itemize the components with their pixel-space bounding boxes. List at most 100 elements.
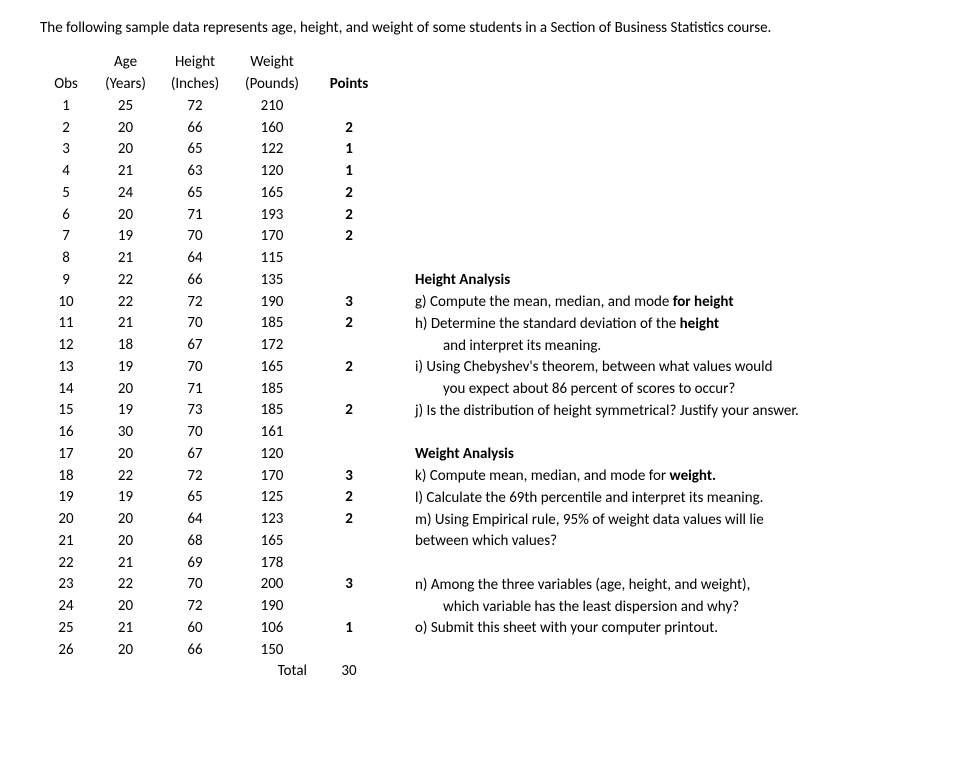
question-text: l) Calculate the 69th percentile and int…: [415, 489, 763, 507]
question-line: j) Is the distribution of height symmetr…: [415, 401, 799, 423]
table-cell: 30: [92, 422, 159, 444]
table-cell: [313, 248, 385, 270]
table-cell: 135: [231, 270, 313, 292]
table-cell: 9: [40, 270, 92, 292]
question-text: j) Is the distribution of height symmetr…: [415, 402, 799, 420]
table-cell: 20: [92, 509, 159, 531]
table-cell: 106: [231, 618, 313, 640]
table-cell: 23: [40, 574, 92, 596]
question-line: and interpret its meaning.: [415, 336, 799, 358]
col-header-points: [313, 52, 385, 74]
table-cell: 123: [231, 509, 313, 531]
question-line: which variable has the least dispersion …: [415, 597, 799, 619]
table-cell: [313, 422, 385, 444]
table-cell: 68: [159, 531, 231, 553]
table-cell: 26: [40, 640, 92, 662]
table-cell: 13: [40, 357, 92, 379]
table-cell: 2: [313, 226, 385, 248]
question-line: [415, 553, 799, 575]
table-cell: 65: [159, 487, 231, 509]
table-cell: 1: [313, 139, 385, 161]
question-bold: for height: [673, 293, 734, 311]
table-cell: 21: [92, 248, 159, 270]
table-row: 2521601061: [40, 618, 385, 640]
table-cell: 178: [231, 553, 313, 575]
table-cell: 150: [231, 640, 313, 662]
table-cell: [313, 270, 385, 292]
table-cell: 3: [40, 139, 92, 161]
table-cell: 24: [92, 183, 159, 205]
question-line: between which values?: [415, 531, 799, 553]
question-continuation: which variable has the least dispersion …: [415, 597, 739, 619]
table-row: 2020641232: [40, 509, 385, 531]
table-row: 82164115: [40, 248, 385, 270]
table-cell: 185: [231, 379, 313, 401]
table-row: 620711932: [40, 205, 385, 227]
table-cell: 20: [92, 139, 159, 161]
table-row: 262066150: [40, 640, 385, 662]
table-cell: 72: [159, 292, 231, 314]
question-line: Height Analysis: [415, 270, 799, 292]
table-cell: 1: [313, 161, 385, 183]
table-cell: 3: [313, 466, 385, 488]
table-cell: [313, 640, 385, 662]
table-row: 242072190: [40, 596, 385, 618]
question-text: between which values?: [415, 532, 557, 550]
table-row: 12572210: [40, 96, 385, 118]
table-cell: 21: [92, 313, 159, 335]
content-layout: Age Height Weight Obs (Years) (Inches) (…: [40, 52, 921, 683]
table-cell: 2: [313, 400, 385, 422]
table-cell: 19: [40, 487, 92, 509]
table-cell: 122: [231, 139, 313, 161]
table-cell: 190: [231, 596, 313, 618]
question-text: i) Using Chebyshev's theorem, between wh…: [415, 358, 772, 376]
table-cell: 22: [40, 553, 92, 575]
table-cell: 165: [231, 531, 313, 553]
table-cell: 193: [231, 205, 313, 227]
table-cell: [313, 335, 385, 357]
table-row: 212068165: [40, 531, 385, 553]
table-cell: 14: [40, 379, 92, 401]
table-row: 92266135: [40, 270, 385, 292]
table-row: 2322702003: [40, 574, 385, 596]
col-header-age-top: Age: [92, 52, 159, 74]
table-cell: 2: [313, 357, 385, 379]
table-cell: 18: [92, 335, 159, 357]
table-cell: 210: [231, 96, 313, 118]
table-cell: 2: [313, 509, 385, 531]
col-header-points-label: Points: [313, 74, 385, 96]
question-continuation: you expect about 86 percent of scores to…: [415, 379, 735, 401]
table-cell: 185: [231, 313, 313, 335]
table-cell: 19: [92, 226, 159, 248]
table-cell: 1: [40, 96, 92, 118]
table-cell: 72: [159, 466, 231, 488]
question-line: you expect about 86 percent of scores to…: [415, 379, 799, 401]
question-line: n) Among the three variables (age, heigh…: [415, 575, 799, 597]
table-cell: 19: [92, 487, 159, 509]
question-line: g) Compute the mean, median, and mode fo…: [415, 292, 799, 314]
table-cell: 66: [159, 270, 231, 292]
table-cell: 5: [40, 183, 92, 205]
table-cell: 21: [92, 161, 159, 183]
total-label: Total: [231, 661, 313, 683]
table-cell: 2: [313, 183, 385, 205]
table-cell: 25: [40, 618, 92, 640]
table-cell: 70: [159, 226, 231, 248]
table-row: 172067120: [40, 444, 385, 466]
table-cell: [313, 531, 385, 553]
table-cell: 19: [92, 357, 159, 379]
table-cell: 66: [159, 640, 231, 662]
table-cell: 20: [92, 205, 159, 227]
table-row: 121867172: [40, 335, 385, 357]
table-cell: 70: [159, 357, 231, 379]
table-cell: 70: [159, 313, 231, 335]
table-cell: 200: [231, 574, 313, 596]
table-cell: 63: [159, 161, 231, 183]
table-cell: 20: [92, 379, 159, 401]
col-header-weight-top: Weight: [231, 52, 313, 74]
data-table: Age Height Weight Obs (Years) (Inches) (…: [40, 52, 385, 683]
table-cell: 120: [231, 161, 313, 183]
table-cell: 3: [313, 574, 385, 596]
table-cell: 25: [92, 96, 159, 118]
table-cell: 190: [231, 292, 313, 314]
